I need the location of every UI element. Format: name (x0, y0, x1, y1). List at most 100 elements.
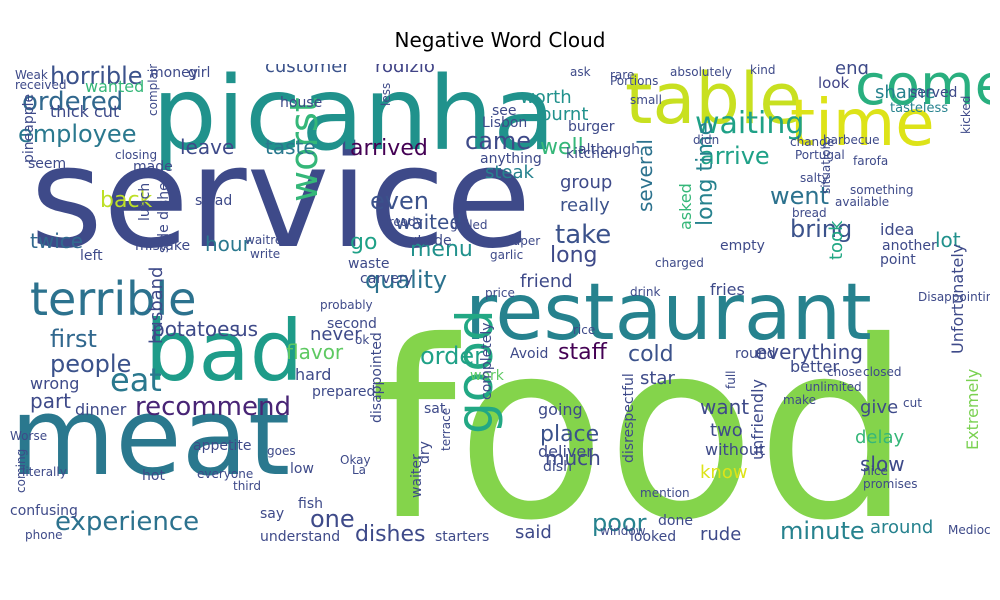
cloud-word: experience (55, 507, 200, 537)
cloud-word: sat (424, 401, 446, 417)
cloud-word: burger (568, 119, 615, 135)
cloud-word: work (470, 368, 504, 384)
cloud-word: Portugal (795, 148, 845, 162)
cloud-word: carvery (360, 271, 413, 287)
cloud-word: people (50, 350, 132, 378)
cloud-word: hard (295, 365, 332, 384)
cloud-word: slow (860, 452, 905, 476)
cloud-word: terrace (439, 407, 453, 451)
cloud-word: husband (146, 266, 167, 344)
cloud-word: recommend (135, 392, 291, 422)
cloud-word: served (910, 85, 958, 101)
cloud-word: window (600, 524, 646, 538)
cloud-word: see (492, 103, 517, 119)
cloud-word: arrived (350, 136, 428, 161)
cloud-word: one (310, 505, 355, 533)
cloud-word: waste (348, 256, 390, 272)
cloud-word: quality (365, 266, 448, 294)
cloud-word: received (15, 78, 67, 92)
cloud-word: grilled (450, 218, 488, 232)
cloud-word: time (790, 87, 935, 161)
cloud-word: went (770, 182, 830, 210)
cloud-word: without (705, 440, 766, 459)
cloud-word: two (710, 420, 743, 441)
cloud-word: Super (505, 234, 541, 248)
cloud-word: kitchen (566, 146, 618, 162)
cloud-word: Weak (15, 68, 48, 82)
cloud-word: completely (479, 322, 495, 400)
cloud-word: rude (700, 524, 742, 545)
cloud-word: closing (115, 148, 158, 162)
cloud-word: write (250, 247, 281, 261)
cloud-word: less (379, 82, 393, 106)
cloud-word: second (327, 316, 377, 332)
cloud-word: wanted (85, 77, 145, 96)
cloud-word: kind (750, 64, 776, 77)
cloud-word: rodizio (375, 64, 435, 77)
cloud-word: dinner (75, 400, 127, 419)
cloud-word: rice (573, 323, 596, 337)
cloud-word: around (870, 517, 934, 538)
cloud-word: dish (543, 459, 572, 475)
cloud-word: point (880, 252, 916, 268)
cloud-word: group (560, 172, 613, 193)
cloud-word: Avoid (510, 346, 549, 362)
cloud-word: meat (10, 375, 291, 500)
cloud-word: unlimited (805, 380, 862, 394)
cloud-word: leave (180, 135, 235, 159)
cloud-word: house (280, 95, 323, 111)
cloud-word: thick cut (50, 102, 120, 121)
cloud-word: much (545, 446, 601, 470)
cloud-word: ask (570, 65, 591, 79)
cloud-word: unfriendly (748, 379, 767, 460)
cloud-word: understand (260, 529, 341, 545)
cloud-word: empty (720, 238, 765, 254)
cloud-word: drink (630, 285, 661, 299)
cloud-word: waiting (695, 106, 805, 141)
cloud-word: low (290, 461, 314, 477)
cloud-word: waited (395, 210, 463, 234)
cloud-word: us (235, 317, 259, 341)
cloud-word: service (30, 117, 532, 280)
cloud-word: kicked (959, 95, 973, 134)
cloud-word: Lisbon (482, 115, 528, 131)
cloud-word: Worse (10, 429, 48, 443)
cloud-word: deliver (538, 442, 593, 461)
cloud-word: flavor (286, 340, 344, 364)
cloud-word: bring (790, 215, 853, 243)
cloud-word: staff (558, 340, 607, 365)
cloud-word: mention (640, 486, 690, 500)
cloud-word: disrespectful (621, 373, 637, 463)
cloud-word: barbecue (823, 133, 880, 147)
cloud-word: cold (628, 342, 674, 367)
cloud-word: worth (520, 87, 572, 108)
cloud-word: full (724, 370, 738, 390)
cloud-word: disappointed (369, 332, 385, 423)
cloud-word: confusing (10, 503, 78, 519)
cloud-word: horrible (50, 64, 143, 90)
cloud-word: didn (693, 133, 720, 147)
cloud-word: back (100, 188, 153, 213)
cloud-word: salty (800, 171, 829, 185)
cloud-word: shame (875, 82, 936, 103)
cloud-word: menu (410, 237, 473, 262)
cloud-word: minute (780, 517, 865, 545)
cloud-word: long (550, 243, 598, 268)
cloud-word: dry (417, 441, 433, 464)
cloud-word: part (30, 389, 72, 413)
cloud-word: dishes (355, 522, 426, 547)
cloud-word: price (485, 286, 515, 300)
cloud-word: idea (880, 220, 915, 239)
cloud-word: give (860, 397, 899, 418)
cloud-word: took (826, 220, 847, 260)
cloud-word: ok (355, 333, 370, 347)
cloud-word: better (790, 357, 839, 376)
cloud-word: anything (480, 151, 542, 167)
cloud-word: closed (863, 365, 902, 379)
cloud-word: change (790, 135, 835, 149)
cloud-word: Mediocre (948, 523, 990, 537)
cloud-word: hour (205, 232, 251, 256)
cloud-word: place (540, 422, 600, 447)
cloud-word: round (735, 346, 776, 362)
cloud-word: want (700, 395, 750, 419)
